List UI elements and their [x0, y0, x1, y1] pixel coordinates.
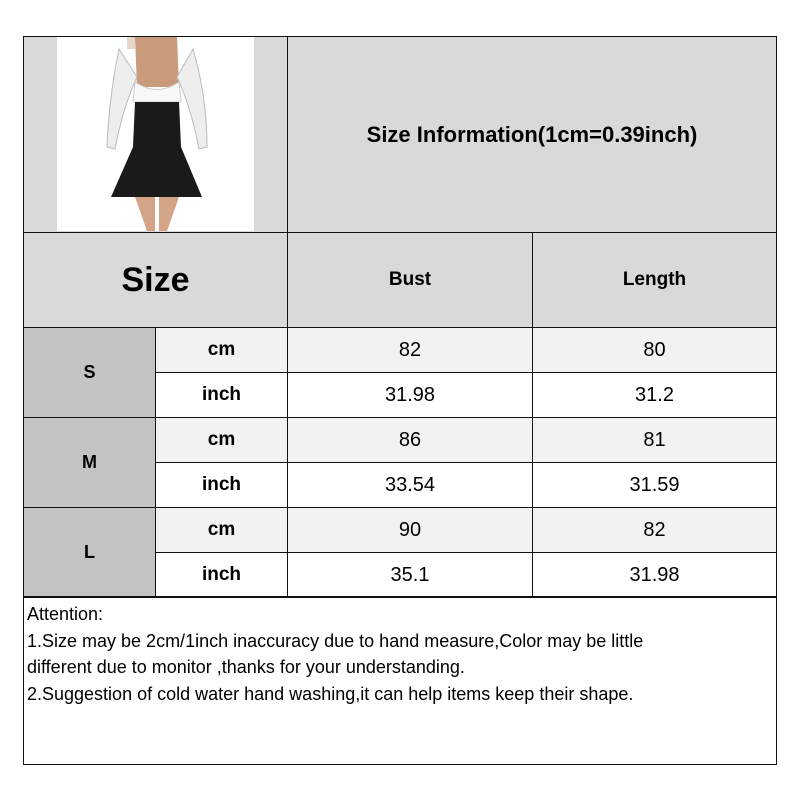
length-cell-text: 31.98: [629, 563, 680, 586]
bust-cell-text: 35.1: [390, 563, 430, 586]
length-header: Length: [532, 232, 777, 328]
bust-cell-text: 33.54: [384, 473, 436, 496]
unit-cell-text: inch: [201, 564, 242, 585]
size-cell-text: S: [83, 362, 96, 382]
bust-cell: 33.54: [287, 462, 533, 508]
unit-cell: cm: [155, 327, 288, 373]
size-cell: M: [23, 417, 156, 508]
bust-cell: 31.98: [287, 372, 533, 418]
length-cell: 81: [532, 417, 777, 463]
length-header-label: Length: [622, 269, 687, 290]
note-line: 1.Size may be 2cm/1inch inaccuracy due t…: [27, 630, 644, 651]
unit-cell: cm: [155, 507, 288, 553]
size-cell-text: M: [82, 452, 97, 472]
note-line: 2.Suggestion of cold water hand washing,…: [27, 683, 634, 704]
unit-cell-text: cm: [207, 429, 236, 450]
length-cell: 31.59: [532, 462, 777, 508]
size-cell-text: L: [84, 542, 95, 562]
unit-cell-text: cm: [207, 519, 236, 540]
product-image-cell: [23, 36, 288, 233]
length-cell: 82: [532, 507, 777, 553]
length-cell: 80: [532, 327, 777, 373]
unit-cell: inch: [155, 552, 288, 598]
note-line: Attention:: [27, 604, 104, 624]
length-cell-text: 80: [643, 338, 666, 361]
attention-notes: Attention: 1.Size may be 2cm/1inch inacc…: [23, 596, 777, 765]
dress-photo-icon: [106, 37, 208, 231]
bust-cell: 86: [287, 417, 533, 463]
bust-cell-text: 90: [398, 518, 422, 541]
product-photo: [57, 37, 254, 231]
unit-cell-text: inch: [201, 474, 242, 495]
size-cell: L: [23, 507, 156, 598]
length-cell-text: 31.2: [635, 383, 674, 406]
bust-cell-text: 86: [398, 428, 422, 451]
page-title: Size Information(1cm=0.39inch): [366, 121, 698, 147]
bust-header: Bust: [287, 232, 533, 328]
title-cell: Size Information(1cm=0.39inch): [287, 36, 777, 233]
unit-cell: inch: [155, 462, 288, 508]
length-cell: 31.2: [532, 372, 777, 418]
bust-cell-text: 82: [398, 338, 422, 361]
size-header: Size: [23, 232, 288, 328]
length-cell: 31.98: [532, 552, 777, 598]
bust-cell: 82: [287, 327, 533, 373]
unit-cell: cm: [155, 417, 288, 463]
size-cell: S: [23, 327, 156, 418]
length-cell-text: 81: [643, 428, 666, 451]
bust-cell-text: 31.98: [384, 383, 436, 406]
length-cell-text: 82: [643, 518, 666, 541]
bust-header-label: Bust: [388, 269, 432, 290]
length-cell-text: 31.59: [629, 473, 680, 496]
unit-cell-text: cm: [207, 339, 236, 360]
bust-cell: 90: [287, 507, 533, 553]
note-line: different due to monitor ,thanks for you…: [27, 657, 465, 677]
size-header-label: Size: [121, 260, 190, 299]
unit-cell-text: inch: [201, 384, 242, 405]
unit-cell: inch: [155, 372, 288, 418]
bust-cell: 35.1: [287, 552, 533, 598]
